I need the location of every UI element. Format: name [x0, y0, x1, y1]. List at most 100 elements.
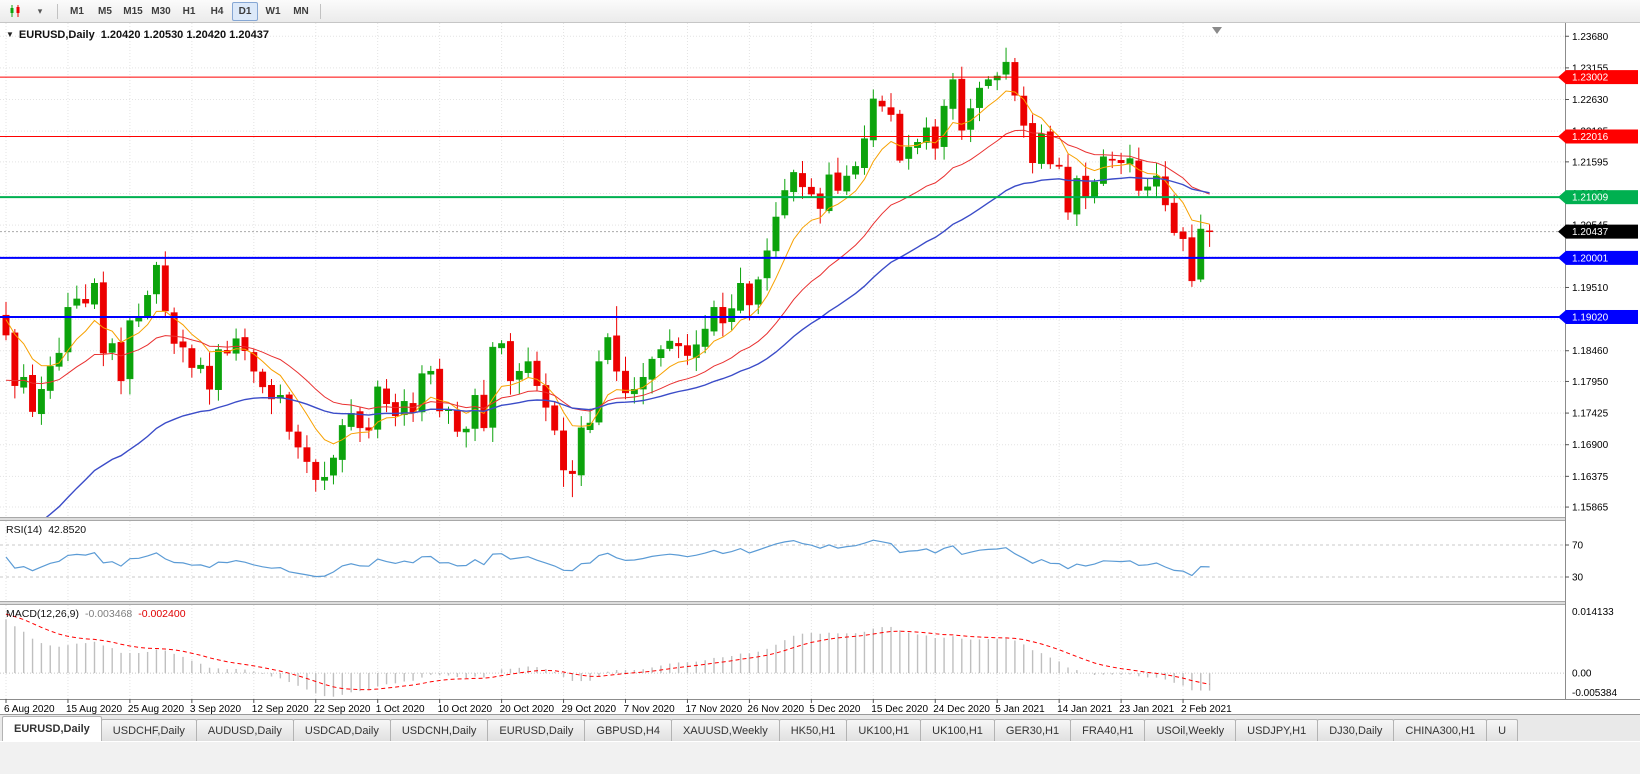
price-axis: 1.236801.231551.226301.221051.215951.210… — [1565, 23, 1640, 699]
status-bar — [0, 741, 1640, 774]
rsi-value: 42.8520 — [48, 524, 87, 536]
panel-dividers — [0, 517, 1640, 605]
svg-text:22 Sep 2020: 22 Sep 2020 — [314, 704, 371, 714]
svg-text:1.21009: 1.21009 — [1572, 193, 1609, 204]
rsi-name: RSI(14) — [6, 524, 43, 536]
chart-type-dropdown-caret[interactable]: ▾ — [37, 5, 43, 16]
svg-text:15 Aug 2020: 15 Aug 2020 — [66, 704, 123, 714]
svg-text:23 Jan 2021: 23 Jan 2021 — [1119, 704, 1174, 714]
chart-tab-audusd-daily[interactable]: AUDUSD,Daily — [195, 719, 294, 741]
chart-symbol-label: EURUSD,Daily — [18, 29, 95, 41]
chart-tab-uk100-h1[interactable]: UK100,H1 — [846, 719, 922, 741]
svg-text:1 Oct 2020: 1 Oct 2020 — [376, 704, 425, 714]
svg-text:14 Jan 2021: 14 Jan 2021 — [1057, 704, 1112, 714]
timeframe-mn-button[interactable]: MN — [293, 5, 309, 17]
timeframe-m30-button[interactable]: M30 — [151, 5, 171, 17]
chart-tab-fra40-h1[interactable]: FRA40,H1 — [1070, 719, 1146, 741]
chart-tab-gbpusd-h4[interactable]: GBPUSD,H4 — [584, 719, 672, 741]
svg-text:25 Aug 2020: 25 Aug 2020 — [128, 704, 185, 714]
svg-text:1.16375: 1.16375 — [1572, 472, 1609, 483]
chart-area: 6 Aug 2020 15 Aug 2020 25 Aug 2020 3 Sep 20… — [0, 23, 1640, 715]
chart-type-button[interactable] — [5, 2, 27, 21]
candlestick-chart-icon — [10, 5, 20, 17]
timeframe-m15-button[interactable]: M15 — [123, 5, 143, 17]
timeframe-h4-button[interactable]: H4 — [210, 5, 224, 17]
chart-tab-hk50-h1[interactable]: HK50,H1 — [778, 719, 848, 741]
svg-text:12 Sep 2020: 12 Sep 2020 — [252, 704, 309, 714]
chart-tab-usdjpy-h1[interactable]: USDJPY,H1 — [1235, 719, 1319, 741]
svg-text:24 Dec 2020: 24 Dec 2020 — [933, 704, 990, 714]
chart-tab-usdcnh-daily[interactable]: USDCNH,Daily — [389, 719, 489, 741]
svg-text:5 Jan 2021: 5 Jan 2021 — [995, 704, 1045, 714]
svg-text:10 Oct 2020: 10 Oct 2020 — [438, 704, 493, 714]
svg-text:-0.005384: -0.005384 — [1572, 688, 1617, 699]
svg-text:1.19020: 1.19020 — [1572, 312, 1609, 323]
svg-text:1.17950: 1.17950 — [1572, 377, 1609, 388]
svg-text:1.18460: 1.18460 — [1572, 346, 1609, 357]
chart-title: ▼ EURUSD,Daily 1.20420 1.20530 1.20420 1.2… — [6, 29, 269, 41]
chart-ohlc-values: 1.20420 1.20530 1.20420 1.20437 — [100, 29, 269, 41]
macd-indicator-label: MACD(12,26,9) -0.003468 -0.002400 — [6, 608, 186, 620]
svg-text:20 Oct 2020: 20 Oct 2020 — [500, 704, 555, 714]
time-axis: 6 Aug 2020 15 Aug 2020 25 Aug 2020 3 Sep 20… — [0, 699, 1640, 715]
svg-text:1.21595: 1.21595 — [1572, 157, 1609, 168]
svg-text:2 Feb 2021: 2 Feb 2021 — [1181, 704, 1232, 714]
timeframe-m5-button[interactable]: M5 — [98, 5, 112, 17]
chart-tab-ger30-h1[interactable]: GER30,H1 — [993, 719, 1072, 741]
svg-text:5 Dec 2020: 5 Dec 2020 — [809, 704, 861, 714]
svg-text:1.19510: 1.19510 — [1572, 283, 1609, 294]
timeframe-w1-button[interactable]: W1 — [265, 5, 281, 17]
chart-tab-bar: EURUSD,Daily USDCHF,Daily AUDUSD,Daily USDC… — [0, 714, 1640, 741]
svg-text:0.00: 0.00 — [1572, 669, 1592, 680]
macd-layer — [0, 613, 1565, 697]
svg-text:7 Nov 2020: 7 Nov 2020 — [624, 704, 676, 714]
grid-layer — [0, 23, 1565, 699]
toolbar-separator-2 — [320, 3, 321, 19]
chart-tab-eurusd-daily[interactable]: EURUSD,Daily — [487, 719, 586, 741]
timeframe-m1-button[interactable]: M1 — [70, 5, 84, 17]
svg-text:1.16900: 1.16900 — [1572, 440, 1609, 451]
svg-text:70: 70 — [1572, 541, 1584, 552]
svg-text:1.17425: 1.17425 — [1572, 409, 1609, 420]
svg-text:1.15865: 1.15865 — [1572, 503, 1609, 514]
chart-tab-u[interactable]: U — [1486, 719, 1519, 741]
svg-text:29 Oct 2020: 29 Oct 2020 — [562, 704, 617, 714]
chart-tab-uk100-h1[interactable]: UK100,H1 — [920, 719, 995, 741]
chart-tab-usoil-weekly[interactable]: USOil,Weekly — [1144, 719, 1237, 741]
moving-averages-layer — [5, 90, 1210, 517]
chart-canvas[interactable]: 6 Aug 2020 15 Aug 2020 25 Aug 2020 3 Sep 20… — [0, 23, 1640, 715]
chart-tab-dj30-daily[interactable]: DJ30,Daily — [1317, 719, 1395, 741]
chart-tab-eurusd-daily[interactable]: EURUSD,Daily — [2, 716, 102, 741]
svg-text:30: 30 — [1572, 573, 1584, 584]
toolbar-separator — [57, 3, 58, 19]
timeframe-h1-button[interactable]: H1 — [182, 5, 196, 17]
svg-text:1.23002: 1.23002 — [1572, 73, 1609, 84]
shift-marker — [1212, 27, 1222, 34]
macd-name: MACD(12,26,9) — [6, 608, 79, 620]
svg-text:1.22630: 1.22630 — [1572, 95, 1609, 106]
chart-tab-usdchf-daily[interactable]: USDCHF,Daily — [100, 719, 197, 741]
svg-text:1.20437: 1.20437 — [1572, 227, 1609, 238]
rsi-layer — [0, 539, 1565, 578]
svg-text:17 Nov 2020: 17 Nov 2020 — [685, 704, 742, 714]
timeframe-buttons: M1 M5 M15 M30 H1 H4 D1 W1 MN — [63, 1, 315, 21]
hlines-layer — [0, 76, 1565, 318]
svg-text:0.014133: 0.014133 — [1572, 607, 1614, 618]
macd-signal-value: -0.002400 — [138, 608, 186, 620]
timeframe-toolbar: ▾ M1 M5 M15 M30 H1 H4 D1 W1 MN — [0, 0, 1640, 23]
price-badges: 1.23002 1.22016 1.21009 1.20437 1.20001 1.190… — [1558, 70, 1638, 324]
macd-main-value: -0.003468 — [84, 608, 133, 620]
collapse-arrow-icon[interactable]: ▼ — [6, 30, 14, 39]
svg-text:15 Dec 2020: 15 Dec 2020 — [871, 704, 928, 714]
svg-text:26 Nov 2020: 26 Nov 2020 — [747, 704, 804, 714]
chart-tab-usdcad-daily[interactable]: USDCAD,Daily — [292, 719, 391, 741]
rsi-indicator-label: RSI(14) 42.8520 — [6, 524, 86, 536]
svg-text:6 Aug 2020: 6 Aug 2020 — [4, 704, 55, 714]
svg-text:3 Sep 2020: 3 Sep 2020 — [190, 704, 242, 714]
chart-tab-china300-h1[interactable]: CHINA300,H1 — [1393, 719, 1488, 741]
svg-text:1.23155: 1.23155 — [1572, 63, 1609, 74]
chart-tab-xauusd-weekly[interactable]: XAUUSD,Weekly — [670, 719, 780, 741]
timeframe-d1-button[interactable]: D1 — [232, 1, 258, 21]
svg-text:1.20001: 1.20001 — [1572, 253, 1609, 264]
